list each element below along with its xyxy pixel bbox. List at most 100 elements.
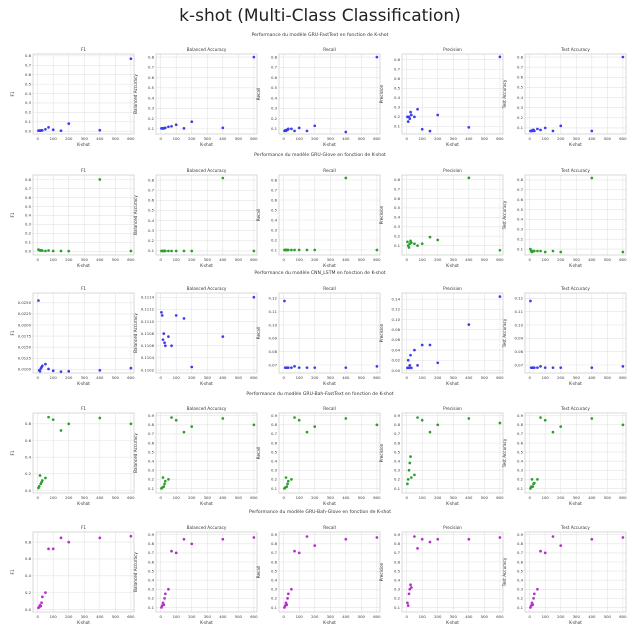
- y-tick-label: 0.3: [517, 105, 524, 110]
- x-tick-label: 200: [434, 136, 442, 141]
- x-tick-label: 600: [127, 257, 135, 262]
- data-point: [551, 535, 555, 538]
- plot-frame: [278, 531, 381, 613]
- y-tick-label: 0.3: [517, 587, 524, 592]
- y-tick-label: 0.5: [517, 449, 524, 454]
- y-tick-label: 0.5: [394, 205, 401, 210]
- y-tick-label: 0.7: [394, 67, 401, 72]
- data-point: [286, 479, 290, 483]
- data-point: [428, 235, 432, 239]
- x-tick-label: 200: [65, 495, 73, 500]
- x-tick-label: 100: [542, 375, 550, 380]
- x-tick-label: 400: [219, 495, 227, 500]
- x-tick-label: 0: [405, 257, 408, 262]
- x-tick-label: 600: [496, 136, 504, 141]
- x-tick-label: 200: [311, 375, 319, 380]
- data-point: [190, 365, 194, 369]
- y-tick-label: 0.4: [25, 213, 32, 218]
- data-point: [221, 537, 225, 541]
- data-point: [313, 544, 317, 547]
- data-point: [408, 587, 412, 591]
- y-tick-label: 0.7: [271, 65, 278, 70]
- x-axis-label: K-shot: [323, 142, 336, 147]
- y-tick-label: 0.0250: [18, 300, 32, 305]
- x-tick-label: 100: [50, 495, 58, 500]
- data-point: [539, 364, 542, 368]
- y-tick-label: 0.8: [517, 541, 524, 546]
- plot-frame: [524, 174, 627, 256]
- data-point: [590, 537, 594, 541]
- x-axis-label: K-shot: [569, 263, 582, 268]
- y-axis-label: Test Accuracy: [502, 438, 507, 468]
- data-point: [40, 595, 44, 599]
- data-point: [413, 473, 416, 477]
- data-point: [59, 249, 63, 253]
- x-tick-label: 600: [373, 495, 381, 500]
- data-point: [536, 478, 539, 481]
- data-point: [305, 129, 309, 133]
- y-tick-label: 0.4: [271, 458, 278, 463]
- data-point: [406, 240, 409, 244]
- data-point: [290, 248, 293, 252]
- x-tick-label: 400: [219, 136, 227, 141]
- data-point: [409, 241, 413, 245]
- data-point: [531, 485, 535, 488]
- data-point: [290, 478, 293, 481]
- data-point: [98, 178, 102, 181]
- y-tick-label: 0.1: [271, 126, 278, 131]
- y-tick-label: 0.3: [394, 105, 401, 110]
- y-tick-label: 0.1: [148, 126, 155, 131]
- x-tick-label: 0: [528, 495, 531, 500]
- x-axis-label: K-shot: [323, 620, 336, 625]
- data-point: [161, 476, 165, 479]
- y-tick-label: 0.6: [394, 440, 401, 445]
- x-tick-label: 300: [573, 136, 581, 141]
- y-tick-label: 0.2: [517, 596, 524, 601]
- y-tick-label: 0.14: [392, 296, 401, 301]
- y-tick-label: 0.5: [517, 568, 524, 573]
- data-point: [221, 126, 225, 130]
- y-tick-label: 0.4: [394, 458, 401, 463]
- y-tick-label: 0.8: [517, 422, 524, 427]
- x-axis-label: K-shot: [446, 501, 459, 506]
- y-axis-label: Balanced Accuracy: [133, 313, 138, 353]
- y-tick-label: 0.0175: [18, 333, 32, 338]
- y-tick-label: 0.2: [148, 116, 155, 121]
- x-tick-label: 200: [434, 257, 442, 262]
- row-title-GRU-FastText: Performance du modèle GRU-FastText en fo…: [252, 31, 389, 38]
- data-point: [47, 126, 50, 129]
- y-tick-label: 0.9: [148, 532, 155, 537]
- x-tick-label: 200: [188, 614, 196, 619]
- y-tick-label: 0.0225: [18, 311, 32, 316]
- panel-title-GRU-Glove-precision: Precision: [443, 168, 462, 173]
- data-point: [221, 417, 225, 420]
- data-point: [47, 547, 50, 551]
- data-point: [98, 128, 102, 132]
- x-axis-label: K-shot: [77, 620, 90, 625]
- data-point: [297, 551, 301, 555]
- data-point: [532, 129, 536, 133]
- data-point: [129, 57, 133, 61]
- x-tick-label: 300: [327, 495, 335, 500]
- y-tick-label: 0.1: [271, 486, 278, 491]
- data-point: [313, 124, 317, 128]
- y-tick-label: 0.5: [271, 449, 278, 454]
- x-tick-label: 0: [159, 136, 162, 141]
- y-tick-label: 0.8: [517, 177, 524, 182]
- plot-frame: [32, 531, 135, 613]
- data-point: [283, 299, 286, 303]
- data-point: [174, 551, 178, 555]
- data-point: [375, 536, 379, 539]
- plot-frame: [401, 412, 504, 494]
- x-tick-label: 400: [342, 495, 350, 500]
- y-tick-label: 0.2: [271, 116, 278, 121]
- data-point: [530, 478, 534, 481]
- y-tick-label: 0.11: [269, 309, 278, 314]
- data-point: [286, 482, 289, 486]
- y-tick-label: 0.6: [517, 75, 524, 80]
- x-tick-label: 300: [327, 375, 335, 380]
- data-point: [252, 423, 256, 427]
- data-point: [413, 535, 416, 538]
- data-point: [290, 587, 293, 591]
- y-tick-label: 0.1: [517, 605, 524, 610]
